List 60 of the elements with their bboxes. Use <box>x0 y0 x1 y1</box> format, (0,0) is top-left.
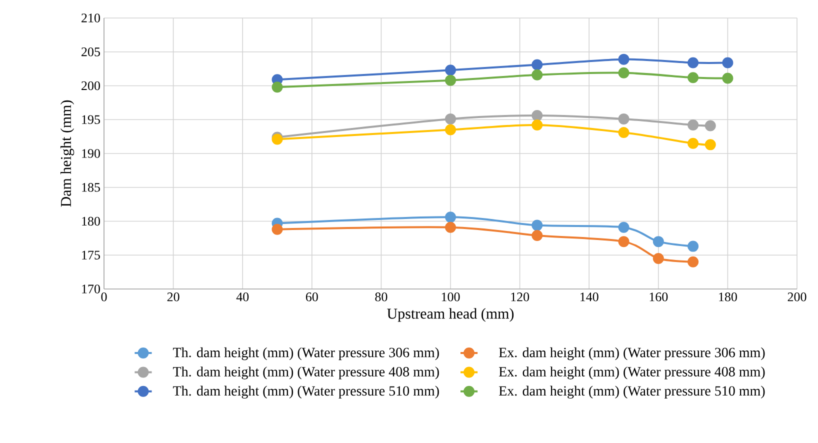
x-tick-label: 120 <box>511 292 530 302</box>
point <box>618 113 630 124</box>
point <box>445 74 456 86</box>
point <box>618 67 630 78</box>
point <box>532 69 543 80</box>
legend-label: Th. dam height (mm) (Water pressure 510 mm) <box>173 386 439 399</box>
point <box>532 59 543 70</box>
legend-label: Th. dam height (mm) (Water pressure 408 mm) <box>173 366 439 380</box>
y-axis-title: Dam height (mm) <box>60 100 74 207</box>
point <box>688 256 699 268</box>
point <box>722 72 734 84</box>
point <box>618 236 630 248</box>
point <box>532 220 543 231</box>
legend-label: Ex. dam height (mm) (Water pressure 510 mm) <box>498 386 765 399</box>
point <box>618 54 630 65</box>
point <box>688 72 699 84</box>
point <box>532 120 543 131</box>
y-tick-label: 175 <box>82 250 100 260</box>
legend-label: Ex. dam height (mm) (Water pressure 408 mm) <box>498 366 765 380</box>
x-tick-label: 100 <box>442 292 460 302</box>
point <box>688 120 699 131</box>
point <box>618 126 630 138</box>
y-tick-label: 210 <box>82 14 100 22</box>
legend-label: Th. dam height (mm) (Water pressure 306 mm) <box>173 347 439 360</box>
y-tick-label: 200 <box>82 81 100 90</box>
point <box>704 139 716 150</box>
point <box>532 230 543 241</box>
x-tick-label: 40 <box>236 292 249 302</box>
legend-label: Ex. dam height (mm) (Water pressure 306 mm) <box>498 347 765 360</box>
x-axis-title: Upstream head (mm) <box>387 308 514 322</box>
point <box>652 236 664 248</box>
point <box>445 124 456 136</box>
y-tick-label: 195 <box>82 115 100 124</box>
point <box>704 120 716 132</box>
x-tick-label: 60 <box>306 292 318 302</box>
x-tick-label: 160 <box>650 292 668 302</box>
point <box>272 224 283 235</box>
x-tick-label: 20 <box>167 292 180 302</box>
point <box>272 82 283 93</box>
x-tick-label: 80 <box>375 292 388 302</box>
y-tick-label: 205 <box>82 47 100 56</box>
point <box>445 212 456 223</box>
point <box>445 222 456 233</box>
point <box>688 57 699 68</box>
point <box>445 64 456 76</box>
y-tick-label: 190 <box>82 149 100 158</box>
point <box>445 113 456 124</box>
point <box>722 57 734 68</box>
y-tick-label: 185 <box>82 182 100 192</box>
y-tick-label: 170 <box>82 284 100 294</box>
point <box>688 138 699 149</box>
point <box>618 222 630 233</box>
point <box>688 240 699 252</box>
point <box>532 110 543 122</box>
x-tick-label: 0 <box>101 292 107 302</box>
x-tick-label: 180 <box>719 292 737 302</box>
x-tick-label: 140 <box>580 292 598 302</box>
y-tick-label: 180 <box>82 216 100 226</box>
x-tick-label: 200 <box>788 292 806 302</box>
point <box>652 253 664 264</box>
